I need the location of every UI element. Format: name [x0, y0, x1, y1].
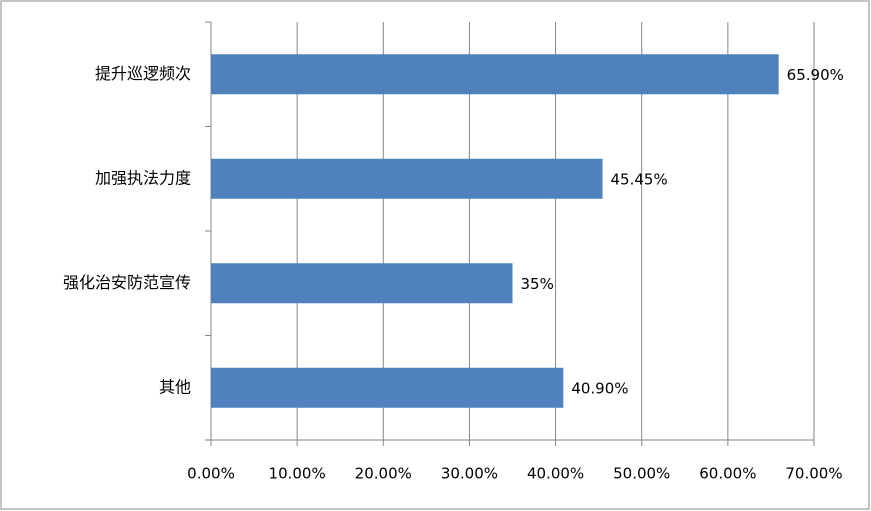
- bar: [211, 263, 513, 304]
- data-label: 45.45%: [611, 170, 668, 188]
- x-tick-label: 10.00%: [269, 465, 326, 483]
- bar: [211, 367, 564, 408]
- x-tick-label: 40.00%: [527, 465, 584, 483]
- y-tick-label: 其他: [159, 377, 191, 396]
- bar: [211, 158, 603, 199]
- x-tick-label: 30.00%: [441, 465, 498, 483]
- bar: [211, 54, 779, 95]
- x-tick-label: 60.00%: [699, 465, 756, 483]
- y-tick-label: 加强执法力度: [95, 168, 191, 187]
- y-tick-label: 强化治安防范宣传: [63, 273, 191, 292]
- y-tick-label: 提升巡逻频次: [95, 64, 191, 83]
- x-tick-label: 0.00%: [187, 465, 235, 483]
- x-tick-label: 20.00%: [355, 465, 412, 483]
- data-label: 35%: [521, 275, 554, 293]
- x-tick-label: 70.00%: [785, 465, 842, 483]
- data-label: 65.90%: [787, 66, 844, 84]
- data-label: 40.90%: [571, 379, 628, 397]
- x-tick-label: 50.00%: [613, 465, 670, 483]
